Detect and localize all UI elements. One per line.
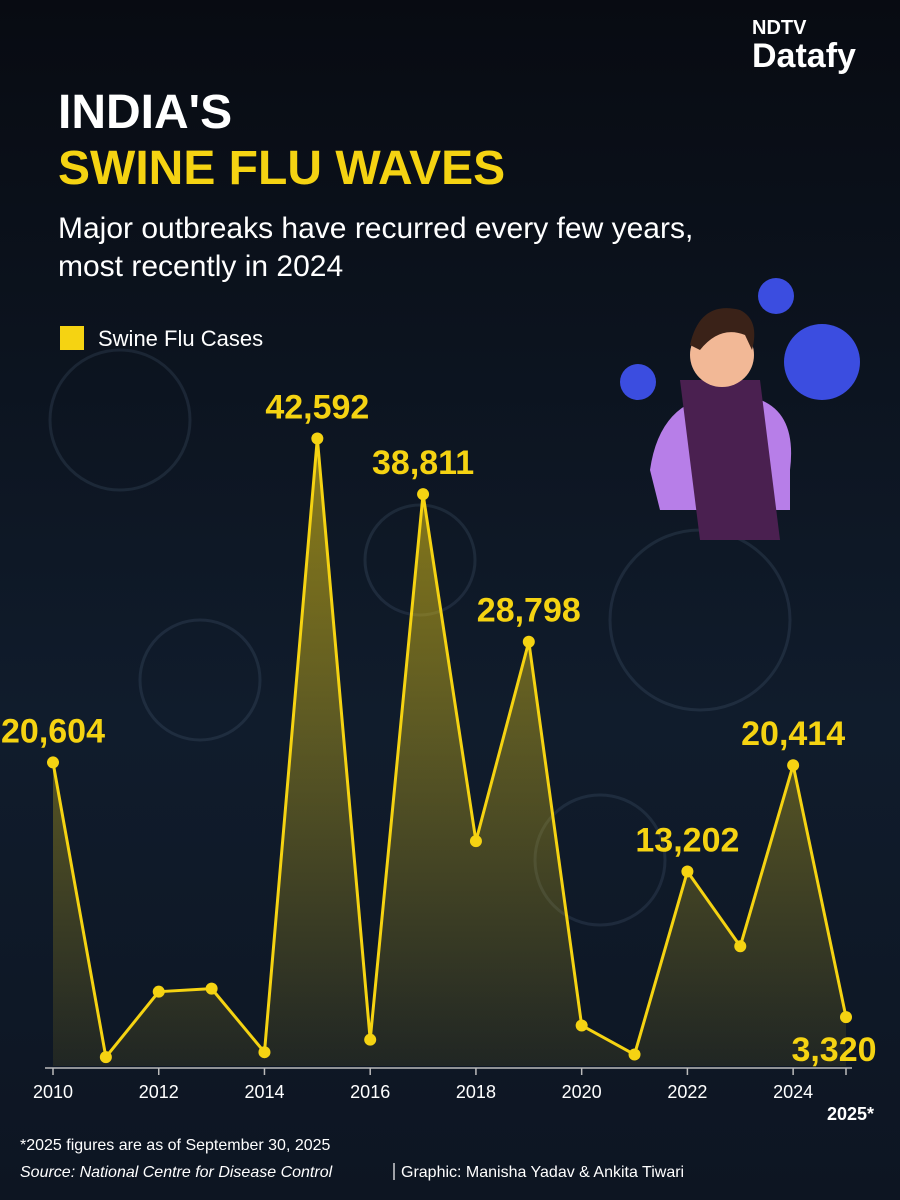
point	[469, 835, 482, 848]
line	[51, 436, 848, 1059]
data-label: 13,202	[635, 821, 739, 859]
legend-swatch	[60, 326, 84, 350]
brand-sub: Datafy	[752, 37, 856, 75]
subtitle: most recently in 2024	[58, 250, 343, 283]
data-label: 42,592	[265, 388, 369, 426]
point	[205, 982, 218, 995]
data-label: 20,414	[741, 715, 845, 753]
point	[522, 635, 535, 648]
point	[258, 1046, 271, 1059]
x-tick-label: 2010	[33, 1082, 73, 1102]
legend-label: Swine Flu Cases	[98, 326, 263, 351]
point	[417, 488, 430, 501]
x-tick-label: 2018	[456, 1082, 496, 1102]
x-tick-label: 2020	[562, 1082, 602, 1102]
data-label: 28,798	[477, 592, 581, 630]
data-label: 20,604	[1, 712, 105, 750]
point	[681, 865, 694, 878]
point	[575, 1019, 588, 1032]
data-label: 38,811	[372, 444, 474, 482]
footnote: *2025 figures are as of September 30, 20…	[20, 1137, 331, 1154]
data-label: 3,320	[791, 1031, 876, 1069]
x-tick-label: 2025*	[827, 1104, 874, 1124]
x-tick-label: 2024	[773, 1082, 813, 1102]
point	[787, 759, 800, 772]
x-tick-label: 2022	[667, 1082, 707, 1102]
title-highlight: SWINE FLU WAVES	[58, 142, 505, 195]
x-tick-label: 2012	[139, 1082, 179, 1102]
title: INDIA'S	[58, 86, 232, 139]
brand: NDTV	[752, 17, 807, 39]
point	[628, 1048, 641, 1061]
point	[364, 1033, 377, 1046]
area	[53, 438, 846, 1066]
source: Source: National Centre for Disease Cont…	[20, 1164, 333, 1181]
point	[734, 940, 747, 953]
point	[99, 1051, 112, 1064]
subtitle: Major outbreaks have recurred every few …	[58, 212, 693, 245]
credit: Graphic: Manisha Yadav & Ankita Tiwari	[401, 1164, 684, 1181]
point	[840, 1011, 852, 1024]
point	[152, 985, 165, 998]
point	[311, 432, 324, 445]
x-tick-label: 2016	[350, 1082, 390, 1102]
illustration	[620, 278, 860, 540]
x-tick-label: 2014	[244, 1082, 284, 1102]
point	[47, 756, 59, 769]
